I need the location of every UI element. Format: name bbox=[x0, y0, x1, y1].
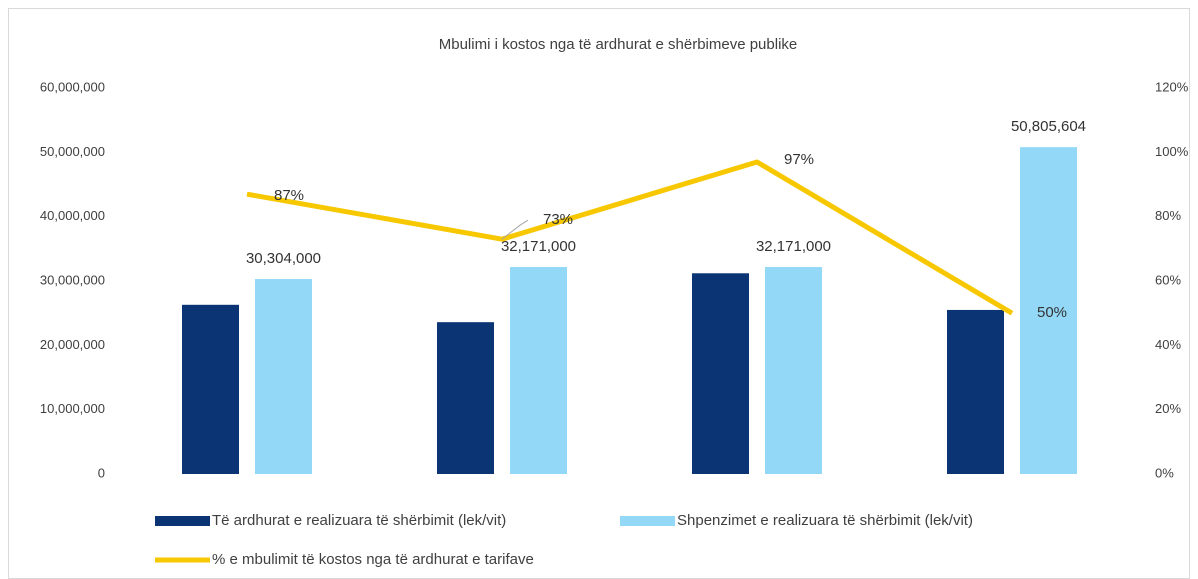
y2-tick-label: 80% bbox=[1155, 208, 1181, 223]
bar bbox=[255, 279, 312, 474]
legend-label: Të ardhurat e realizuara të shërbimit (l… bbox=[212, 512, 506, 529]
line-series bbox=[246, 159, 1014, 316]
data-label: 32,171,000 bbox=[756, 238, 831, 255]
bar bbox=[510, 267, 567, 474]
y-tick-label: 20,000,000 bbox=[40, 337, 105, 352]
bar bbox=[1020, 147, 1077, 474]
bar bbox=[182, 304, 239, 474]
data-label: 30,304,000 bbox=[246, 250, 321, 267]
data-label: 32,171,000 bbox=[501, 238, 576, 255]
bar bbox=[437, 322, 494, 474]
y-tick-label: 40,000,000 bbox=[40, 208, 105, 223]
y-tick-label: 0 bbox=[98, 465, 105, 480]
y-tick-label: 10,000,000 bbox=[40, 401, 105, 416]
legend-label: % e mbulimit të kostos nga të ardhurat e… bbox=[212, 551, 534, 568]
chart-frame bbox=[8, 8, 1190, 579]
y2-tick-label: 100% bbox=[1155, 144, 1189, 159]
y-tick-label: 50,000,000 bbox=[40, 144, 105, 159]
y2-tick-label: 120% bbox=[1155, 79, 1189, 94]
y2-tick-label: 20% bbox=[1155, 401, 1181, 416]
chart-title: Mbulimi i kostos nga të ardhurat e shërb… bbox=[439, 36, 798, 53]
leader-line bbox=[501, 219, 529, 240]
legend-swatch bbox=[155, 516, 210, 526]
legend-label: Shpenzimet e realizuara të shërbimit (le… bbox=[677, 512, 973, 529]
bar bbox=[947, 309, 1004, 474]
data-label: 50,805,604 bbox=[1011, 118, 1086, 135]
y2-tick-label: 60% bbox=[1155, 272, 1181, 287]
y2-tick-label: 0% bbox=[1155, 465, 1174, 480]
data-label: 73% bbox=[543, 211, 573, 228]
bar bbox=[692, 273, 749, 474]
bar bbox=[765, 267, 822, 474]
data-label: 50% bbox=[1037, 304, 1067, 321]
y-tick-label: 60,000,000 bbox=[40, 79, 105, 94]
y-tick-label: 30,000,000 bbox=[40, 272, 105, 287]
legend-swatch bbox=[620, 516, 675, 526]
data-label: 97% bbox=[784, 151, 814, 168]
data-label: 87% bbox=[274, 187, 304, 204]
y2-tick-label: 40% bbox=[1155, 337, 1181, 352]
